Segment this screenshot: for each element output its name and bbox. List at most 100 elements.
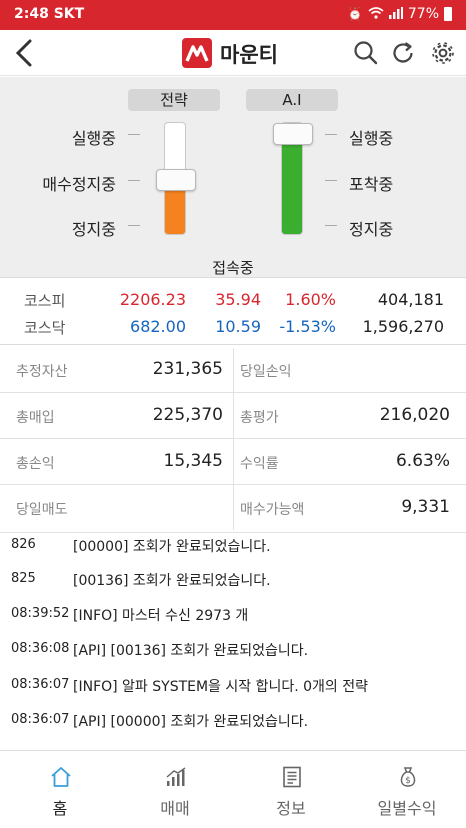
index-name: 코스피 [24, 292, 66, 310]
log-time: 08:36:08 [11, 641, 70, 656]
total-pnl-value: 15,345 [163, 451, 223, 471]
battery-percent: 77% [407, 6, 439, 22]
strategy-tick [128, 134, 140, 135]
back-arrow-icon[interactable] [10, 37, 40, 69]
estimated-assets-cell: 추정자산 231,365 [0, 348, 233, 393]
log-panel[interactable]: 826 [00000] 조회가 완료되었습니다. 825 [00136] 조회가… [0, 532, 466, 748]
log-row: 826 [00000] 조회가 완료되었습니다. [0, 533, 466, 559]
return-rate-cell: 수익률 6.63% [234, 440, 466, 485]
total-buy-value: 225,370 [152, 405, 223, 425]
tab-daily-profit[interactable]: $ 일별수익 [349, 751, 465, 828]
strategy-slider-thumb[interactable] [156, 169, 196, 191]
market-row-kosdaq: 코스닥 682.00 10.59 -1.53% 1,596,270 [0, 313, 466, 339]
log-row: 08:36:07 [API] [00000] 조회가 완료되었습니다. [0, 708, 466, 734]
log-message: [API] [00136] 조회가 완료되었습니다. [73, 643, 309, 659]
app-title: 마운티 [220, 43, 278, 67]
strategy-slider-fill [165, 179, 185, 234]
ai-level-stopped: 정지중 [349, 220, 394, 239]
search-icon[interactable] [352, 39, 380, 67]
log-message: [00000] 조회가 완료되었습니다. [73, 539, 271, 555]
wifi-icon [368, 6, 384, 22]
log-row: 08:36:07 [INFO] 알파 SYSTEM을 시작 합니다. 0개의 전… [0, 673, 466, 699]
return-rate-value: 6.63% [395, 451, 450, 471]
strategy-level-buy-stop: 매수정지중 [42, 175, 116, 194]
svg-text:$: $ [405, 776, 411, 786]
tab-info[interactable]: 정보 [233, 751, 349, 828]
tab-home[interactable]: 홈 [2, 751, 118, 828]
buyable-amount-label: 매수가능액 [240, 502, 305, 518]
estimated-assets-value: 231,365 [152, 359, 223, 379]
total-buy-cell: 총매입 225,370 [0, 394, 233, 439]
column-divider [233, 348, 234, 530]
log-message: [API] [00000] 조회가 완료되었습니다. [73, 714, 309, 730]
total-buy-label: 총매입 [16, 410, 55, 426]
index-value: 2206.23 [119, 290, 186, 309]
gear-icon[interactable] [429, 39, 457, 67]
app-bar: 마운티 [0, 30, 466, 76]
tab-label: 홈 [52, 799, 68, 818]
ai-tick [325, 180, 337, 181]
trade-chart-icon [166, 767, 186, 786]
daily-sell-cell: 당일매도 [0, 486, 233, 531]
ai-level-detecting: 포착중 [349, 175, 394, 194]
index-volume: 404,181 [377, 290, 444, 309]
tab-label: 매매 [160, 799, 190, 818]
ai-label: A.I [246, 89, 338, 111]
log-message: [INFO] 마스터 수신 2973 개 [73, 608, 249, 624]
mountie-logo-icon [182, 38, 212, 68]
log-message: [INFO] 알파 SYSTEM을 시작 합니다. 0개의 전략 [73, 679, 369, 695]
control-panel: 전략 A.I 실행중 매수정지중 정지중 실행중 포착중 정지중 접속중 [0, 77, 466, 278]
connection-status: 접속중 [212, 259, 254, 277]
log-time: 825 [11, 571, 36, 586]
log-row: 08:36:08 [API] [00136] 조회가 완료되었습니다. [0, 637, 466, 663]
log-time: 08:36:07 [11, 712, 70, 727]
buyable-amount-value: 9,331 [401, 497, 450, 517]
daily-sell-label: 당일매도 [16, 502, 68, 518]
total-eval-cell: 총평가 216,020 [234, 394, 466, 439]
return-rate-label: 수익률 [240, 456, 279, 472]
strategy-level-running: 실행중 [71, 129, 116, 148]
tab-label: 일별수익 [377, 799, 437, 818]
strategy-label: 전략 [128, 89, 220, 111]
strategy-tick [128, 225, 140, 226]
log-row: 08:39:52 [INFO] 마스터 수신 2973 개 [0, 602, 466, 628]
index-percent: -1.53% [279, 317, 336, 336]
status-icons: ⏰ 77% [348, 6, 452, 22]
index-change: 35.94 [215, 290, 261, 309]
index-change: 10.59 [215, 317, 261, 336]
total-pnl-label: 총손익 [16, 456, 55, 472]
ai-tick [325, 134, 337, 135]
document-icon [283, 766, 301, 788]
index-volume: 1,596,270 [362, 317, 444, 336]
log-time: 08:36:07 [11, 677, 70, 692]
ai-slider-fill [282, 133, 302, 234]
status-time: 2:48 SKT [14, 6, 85, 22]
tab-label: 정보 [276, 799, 306, 818]
buyable-amount-cell: 매수가능액 9,331 [234, 486, 466, 531]
refresh-icon[interactable] [389, 39, 417, 67]
index-percent: 1.60% [285, 290, 336, 309]
total-eval-value: 216,020 [379, 405, 450, 425]
market-row-kospi: 코스피 2206.23 35.94 1.60% 404,181 [0, 286, 466, 312]
tab-trade[interactable]: 매매 [117, 751, 233, 828]
log-row: 825 [00136] 조회가 완료되었습니다. [0, 567, 466, 593]
total-eval-label: 총평가 [240, 410, 279, 426]
market-index-panel: 코스피 2206.23 35.94 1.60% 404,181 코스닥 682.… [0, 279, 466, 345]
home-icon [51, 767, 71, 787]
estimated-assets-label: 추정자산 [16, 364, 68, 380]
ai-slider-thumb[interactable] [273, 123, 313, 145]
ai-level-running: 실행중 [349, 129, 394, 148]
total-pnl-cell: 총손익 15,345 [0, 440, 233, 485]
index-value: 682.00 [130, 317, 186, 336]
money-bag-icon: $ [400, 767, 416, 787]
status-bar: 2:48 SKT ⏰ 77% [0, 0, 466, 30]
alarm-icon: ⏰ [347, 7, 363, 21]
strategy-tick [128, 180, 140, 181]
ai-slider-track[interactable] [281, 122, 303, 235]
index-name: 코스닥 [24, 319, 66, 337]
strategy-level-stopped: 정지중 [71, 220, 116, 239]
ai-tick [325, 225, 337, 226]
bottom-nav: 홈 매매 정보 $ 일별수익 [0, 750, 466, 828]
signal-icon [388, 6, 403, 22]
daily-pnl-label: 당일손익 [240, 364, 292, 380]
